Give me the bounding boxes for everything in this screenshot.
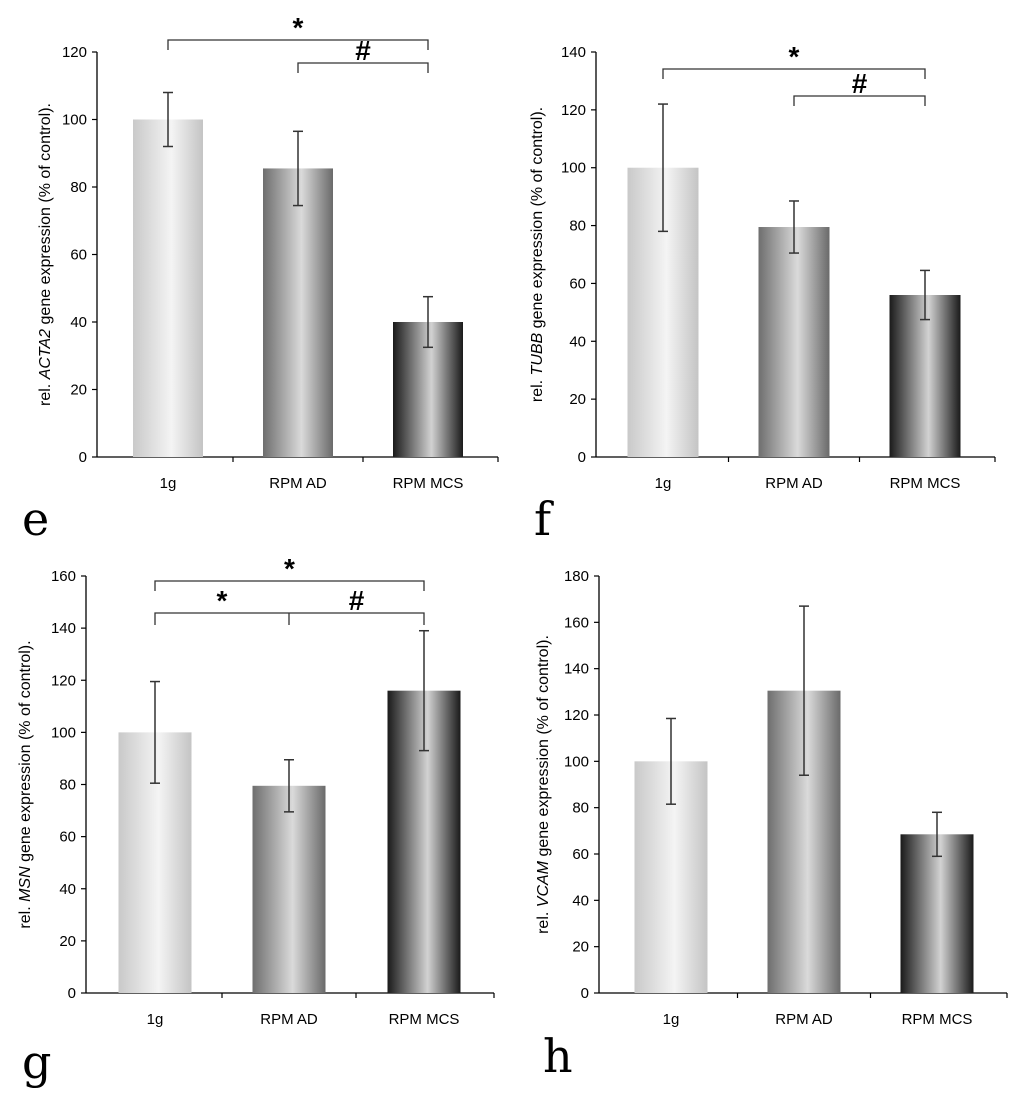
y-tick-label: 40 — [70, 314, 87, 331]
y-axis-label: rel. MSN gene expression (% of control). — [17, 640, 34, 928]
y-tick-label: 100 — [62, 112, 87, 129]
chart-4: 0 20 40 60 80 100 120 140 160 180 1g RPM AD RPM MCS r… — [535, 568, 1008, 1028]
chart-2: 0 20 40 60 80 100 120 140 1g RPM AD RPM MCS rel. TU… — [529, 41, 996, 492]
y-tick-label: 140 — [51, 620, 76, 637]
chart-3: 0 20 40 60 80 100 120 140 160 1g RPM AD RPM MCS rel.… — [17, 553, 495, 1028]
y-tick-label: 20 — [569, 391, 586, 408]
significance-bracket — [297, 62, 429, 73]
significance-bracket — [793, 95, 926, 106]
x-tick-label: 1g — [663, 1011, 680, 1028]
x-tick-label: RPM MCS — [890, 475, 961, 492]
y-tick-label: 120 — [62, 44, 87, 61]
significance-marker: * — [284, 553, 295, 584]
y-tick-label: 0 — [581, 985, 589, 1002]
y-tick-label: 40 — [569, 333, 586, 350]
panel-label-g: g — [22, 1035, 51, 1089]
y-tick-label: 100 — [51, 724, 76, 741]
y-tick-label: 120 — [561, 102, 586, 119]
x-tick-label: RPM AD — [269, 475, 327, 492]
significance-marker: # — [349, 585, 365, 616]
significance-marker: # — [852, 68, 868, 99]
significance-bracket — [154, 580, 425, 591]
x-tick-label: 1g — [160, 475, 177, 492]
y-tick-label: 0 — [68, 985, 76, 1002]
panel-label-e: e — [22, 492, 49, 546]
bar-1g — [133, 119, 203, 457]
y-tick-label: 160 — [51, 568, 76, 585]
bar-rpm-mcs — [900, 834, 974, 993]
y-tick-label: 100 — [561, 160, 586, 177]
y-tick-label: 120 — [51, 672, 76, 689]
x-tick-label: RPM MCS — [902, 1011, 973, 1028]
y-tick-label: 140 — [561, 44, 586, 61]
y-tick-label: 80 — [569, 218, 586, 235]
y-tick-label: 60 — [70, 247, 87, 264]
significance-bracket — [662, 68, 926, 79]
x-tick-label: RPM MCS — [389, 1011, 460, 1028]
y-tick-label: 60 — [59, 829, 76, 846]
y-tick-label: 160 — [564, 614, 589, 631]
bar-rpm-ad — [758, 227, 830, 457]
x-tick-label: RPM AD — [260, 1011, 318, 1028]
x-tick-label: RPM MCS — [393, 475, 464, 492]
y-axis-label: rel. TUBB gene expression (% of control)… — [529, 107, 546, 402]
y-tick-label: 120 — [564, 707, 589, 724]
y-tick-label: 20 — [59, 933, 76, 950]
y-tick-label: 60 — [569, 275, 586, 292]
y-tick-label: 20 — [572, 939, 589, 956]
y-tick-label: 80 — [572, 800, 589, 817]
bar-rpm-ad — [252, 785, 326, 993]
y-tick-label: 60 — [572, 846, 589, 863]
y-tick-label: 140 — [564, 661, 589, 678]
y-tick-label: 180 — [564, 568, 589, 585]
significance-marker: * — [789, 41, 800, 72]
y-axis-label: rel. VCAM gene expression (% of control)… — [535, 635, 552, 934]
y-tick-label: 100 — [564, 753, 589, 770]
x-tick-label: 1g — [655, 475, 672, 492]
y-tick-label: 80 — [59, 777, 76, 794]
significance-marker: * — [293, 12, 304, 43]
panel-label-f: f — [534, 492, 554, 546]
bar-rpm-ad — [263, 168, 333, 457]
significance-marker: * — [217, 585, 228, 616]
y-tick-label: 80 — [70, 179, 87, 196]
y-tick-label: 40 — [59, 881, 76, 898]
x-tick-label: 1g — [147, 1011, 164, 1028]
significance-bracket — [167, 39, 429, 50]
y-tick-label: 40 — [572, 892, 589, 909]
y-tick-label: 0 — [79, 449, 87, 466]
y-tick-label: 20 — [70, 382, 87, 399]
significance-bracket — [154, 612, 425, 625]
x-tick-label: RPM AD — [775, 1011, 833, 1028]
y-tick-label: 0 — [578, 449, 586, 466]
chart-1: 0 20 40 60 80 100 120 1g RPM AD RPM MCS rel. ACTA2… — [37, 12, 499, 492]
panel-label-h: h — [543, 1029, 573, 1083]
x-tick-label: RPM AD — [765, 475, 823, 492]
significance-marker: # — [355, 35, 371, 66]
y-axis-label: rel. ACTA2 gene expression (% of control… — [37, 103, 54, 406]
bar-rpm-mcs — [889, 295, 961, 457]
